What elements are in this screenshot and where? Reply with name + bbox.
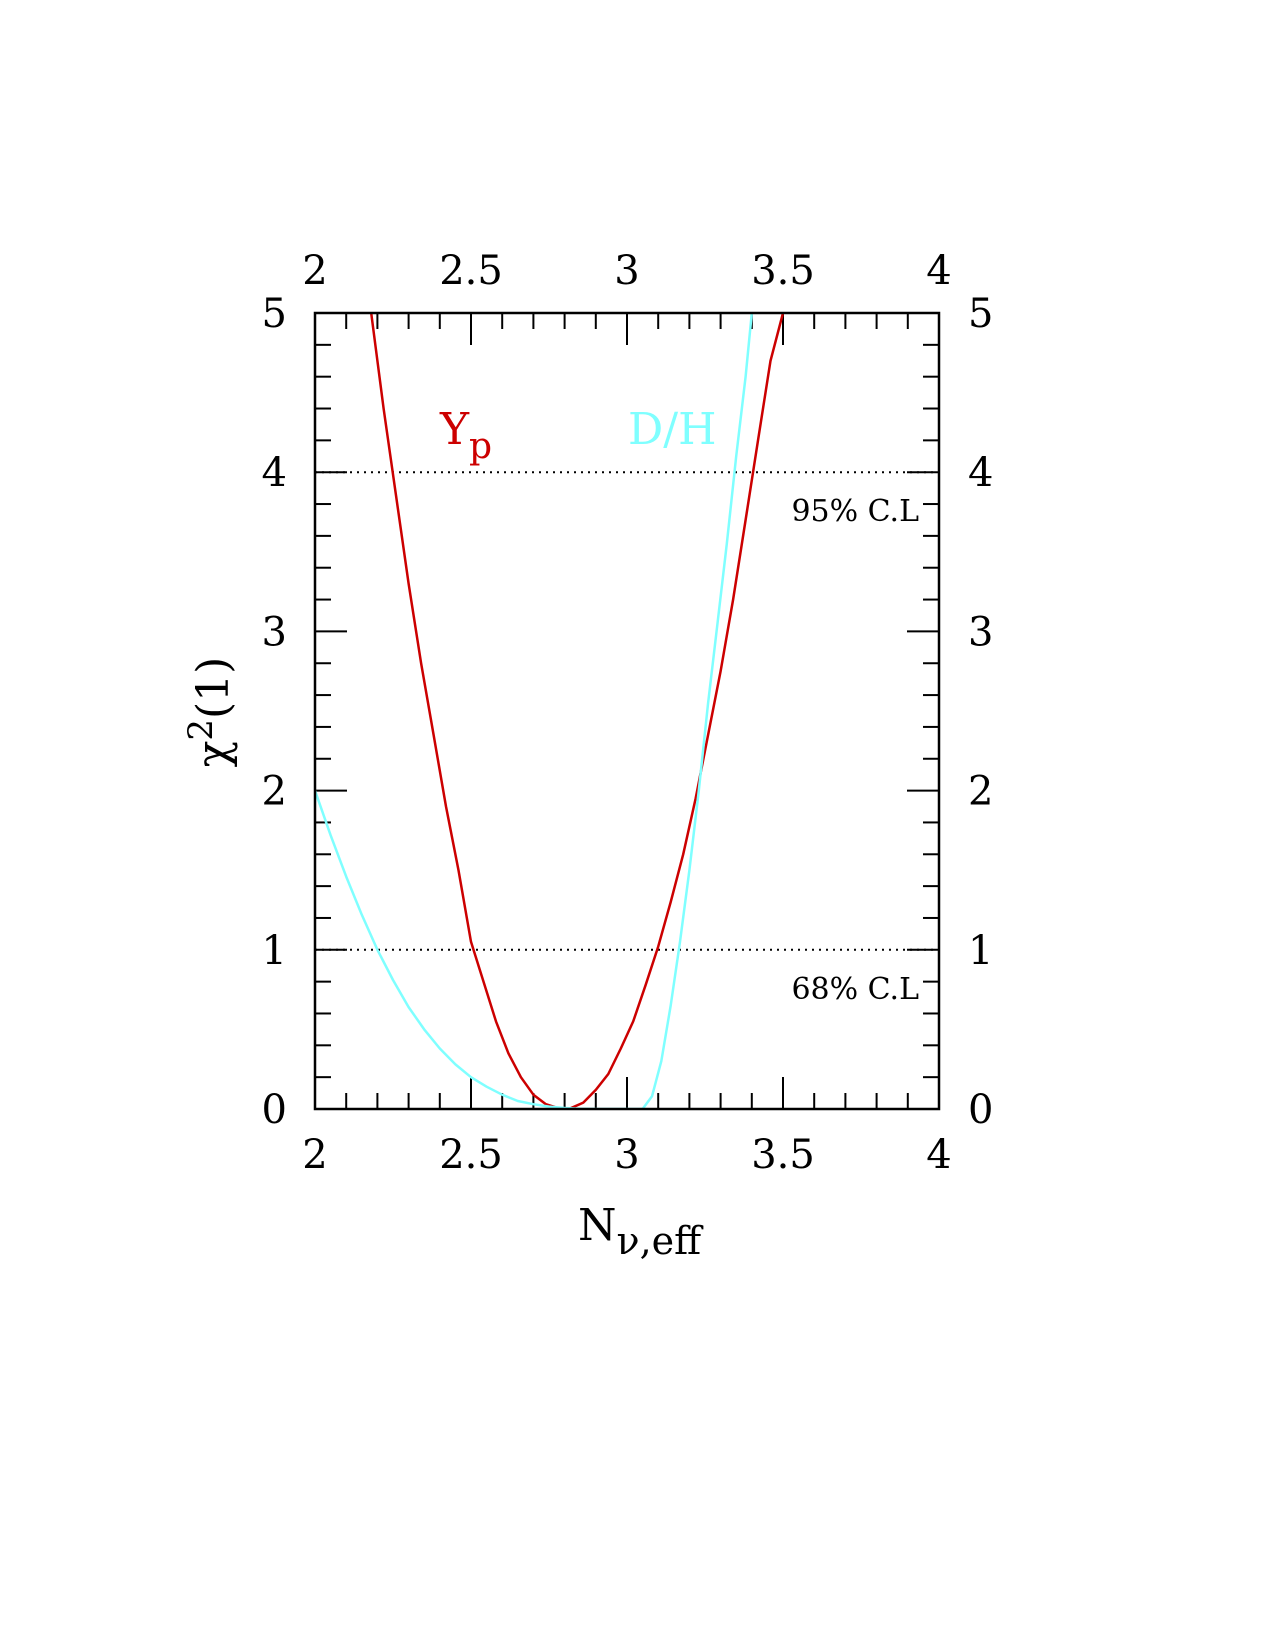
x-tick-label-bottom: 4	[926, 1132, 951, 1178]
y-tick-label-right: 1	[968, 928, 993, 974]
x-tick-label-bottom: 3.5	[751, 1132, 815, 1178]
y-tick-label-right: 0	[968, 1087, 993, 1133]
reference-lines	[315, 471, 939, 951]
annotation-95cl: 95% C.L	[791, 494, 919, 529]
x-tick-label-bottom: 2	[302, 1132, 327, 1178]
x-tick-label-top: 2	[302, 248, 327, 294]
axis-ticks	[314, 312, 940, 1110]
y-tick-label-left: 5	[262, 291, 287, 337]
x-tick-label-top: 3.5	[751, 248, 815, 294]
y-tick-label-right: 2	[968, 769, 993, 815]
y-axis-title: χ2(1)	[181, 657, 239, 768]
y-tick-label-right: 3	[968, 609, 993, 655]
y-tick-label-left: 4	[262, 450, 287, 496]
x-tick-label-bottom: 2.5	[439, 1132, 503, 1178]
y-tick-label-left: 1	[262, 928, 287, 974]
x-tick-label-top: 4	[926, 248, 951, 294]
series-label-yp: Yp	[439, 404, 492, 467]
plot-frame	[313, 311, 941, 1111]
series-line-yp	[369, 313, 785, 1109]
x-tick-label-top: 2.5	[439, 248, 503, 294]
y-tick-label-right: 5	[968, 291, 993, 337]
x-tick-label-bottom: 3	[614, 1132, 639, 1178]
y-tick-label-left: 2	[262, 769, 287, 815]
y-tick-label-right: 4	[968, 450, 993, 496]
x-axis-title: Nν,eff	[578, 1200, 704, 1263]
x-tick-label-top: 3	[614, 248, 639, 294]
y-tick-label-left: 3	[262, 609, 287, 655]
series-label-dh: D/H	[628, 404, 716, 455]
annotation-68cl: 68% C.L	[791, 972, 919, 1007]
y-tick-label-left: 0	[262, 1087, 287, 1133]
